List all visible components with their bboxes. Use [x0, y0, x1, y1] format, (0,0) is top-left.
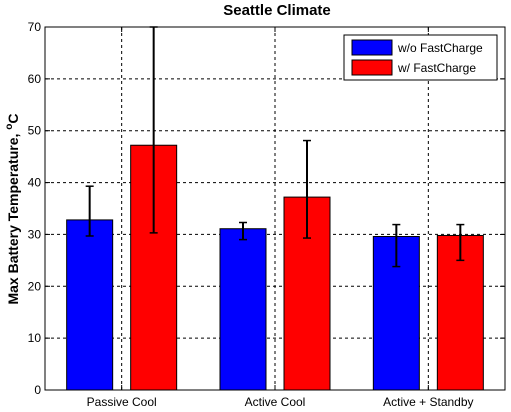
svg-text:Max Battery Temperature, oC: Max Battery Temperature, oC — [4, 113, 21, 304]
y-tick-label: 60 — [28, 72, 42, 86]
legend: w/o FastCharge w/ FastCharge — [343, 34, 498, 81]
x-tick-label-passive-cool: Passive Cool — [87, 395, 157, 409]
y-tick-label: 30 — [28, 227, 42, 241]
y-tick-label: 70 — [28, 20, 42, 34]
bars — [66, 144, 484, 391]
legend-label-with-fastcharge: w/ FastCharge — [397, 61, 476, 75]
bar-w-o-fastcharge-passive-cool — [66, 219, 114, 391]
grid — [45, 27, 505, 390]
y-tick-label: 20 — [28, 279, 42, 293]
legend-swatch-with-fastcharge — [351, 59, 393, 76]
x-axis: Passive Cool Active Cool Active + Standby — [87, 27, 474, 409]
y-axis-label: Max Battery Temperature, oC — [4, 113, 21, 304]
x-tick-label-active-standby: Active + Standby — [383, 395, 473, 409]
x-tick-label-active-cool: Active Cool — [245, 395, 306, 409]
y-tick-label: 50 — [28, 124, 42, 138]
y-axis: 0 10 20 30 40 50 60 70 — [28, 20, 505, 397]
bar-w-fastcharge-active-standby — [436, 234, 484, 391]
legend-swatch-without-fastcharge — [351, 39, 393, 56]
y-axis-label-text: Max Battery Temperature, — [5, 130, 21, 305]
legend-label-without-fastcharge: w/o FastCharge — [397, 41, 483, 55]
bar-w-o-fastcharge-active-cool — [219, 228, 267, 391]
y-tick-label: 10 — [28, 331, 42, 345]
y-tick-label: 40 — [28, 176, 42, 190]
y-tick-label: 0 — [34, 383, 41, 397]
y-axis-label-degree: o — [4, 124, 15, 130]
y-axis-label-unit: C — [5, 113, 21, 123]
error-bars — [85, 26, 465, 268]
chart-title: Seattle Climate — [223, 2, 331, 19]
